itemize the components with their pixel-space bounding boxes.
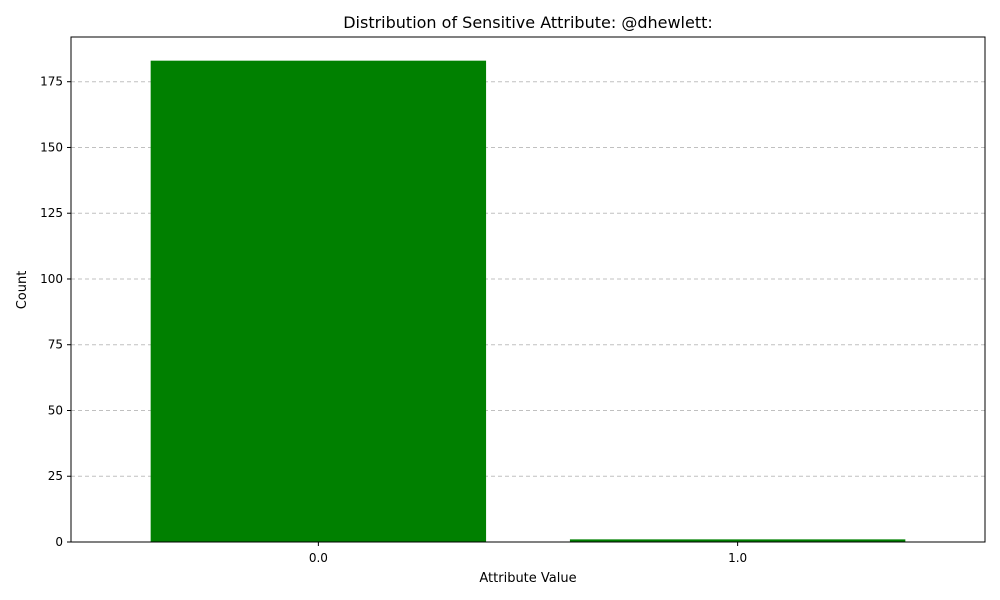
y-tick-label: 175 (40, 75, 63, 89)
bar-0-0 (150, 60, 487, 542)
bar-1-0 (569, 539, 906, 542)
grid-layer (71, 81, 985, 477)
plot-area-frame (70, 36, 986, 543)
y-tick-label: 25 (48, 469, 63, 483)
y-axis-label: Count (15, 271, 30, 310)
y-tick-label: 100 (40, 272, 63, 286)
bars-layer (150, 60, 906, 542)
y-tick-label: 50 (48, 403, 63, 417)
ticks-layer: 0 25 50 75 100 125 150 175 0.0 1.0 (40, 75, 747, 565)
y-tick-label: 125 (40, 206, 63, 220)
y-tick-label: 0 (55, 535, 63, 549)
y-tick-label: 150 (40, 140, 63, 154)
x-tick-label: 1.0 (728, 551, 747, 565)
y-tick-label: 75 (48, 338, 63, 352)
x-tick-label: 0.0 (309, 551, 328, 565)
chart-title: Distribution of Sensitive Attribute: @dh… (343, 13, 713, 32)
x-axis-label: Attribute Value (479, 571, 576, 586)
